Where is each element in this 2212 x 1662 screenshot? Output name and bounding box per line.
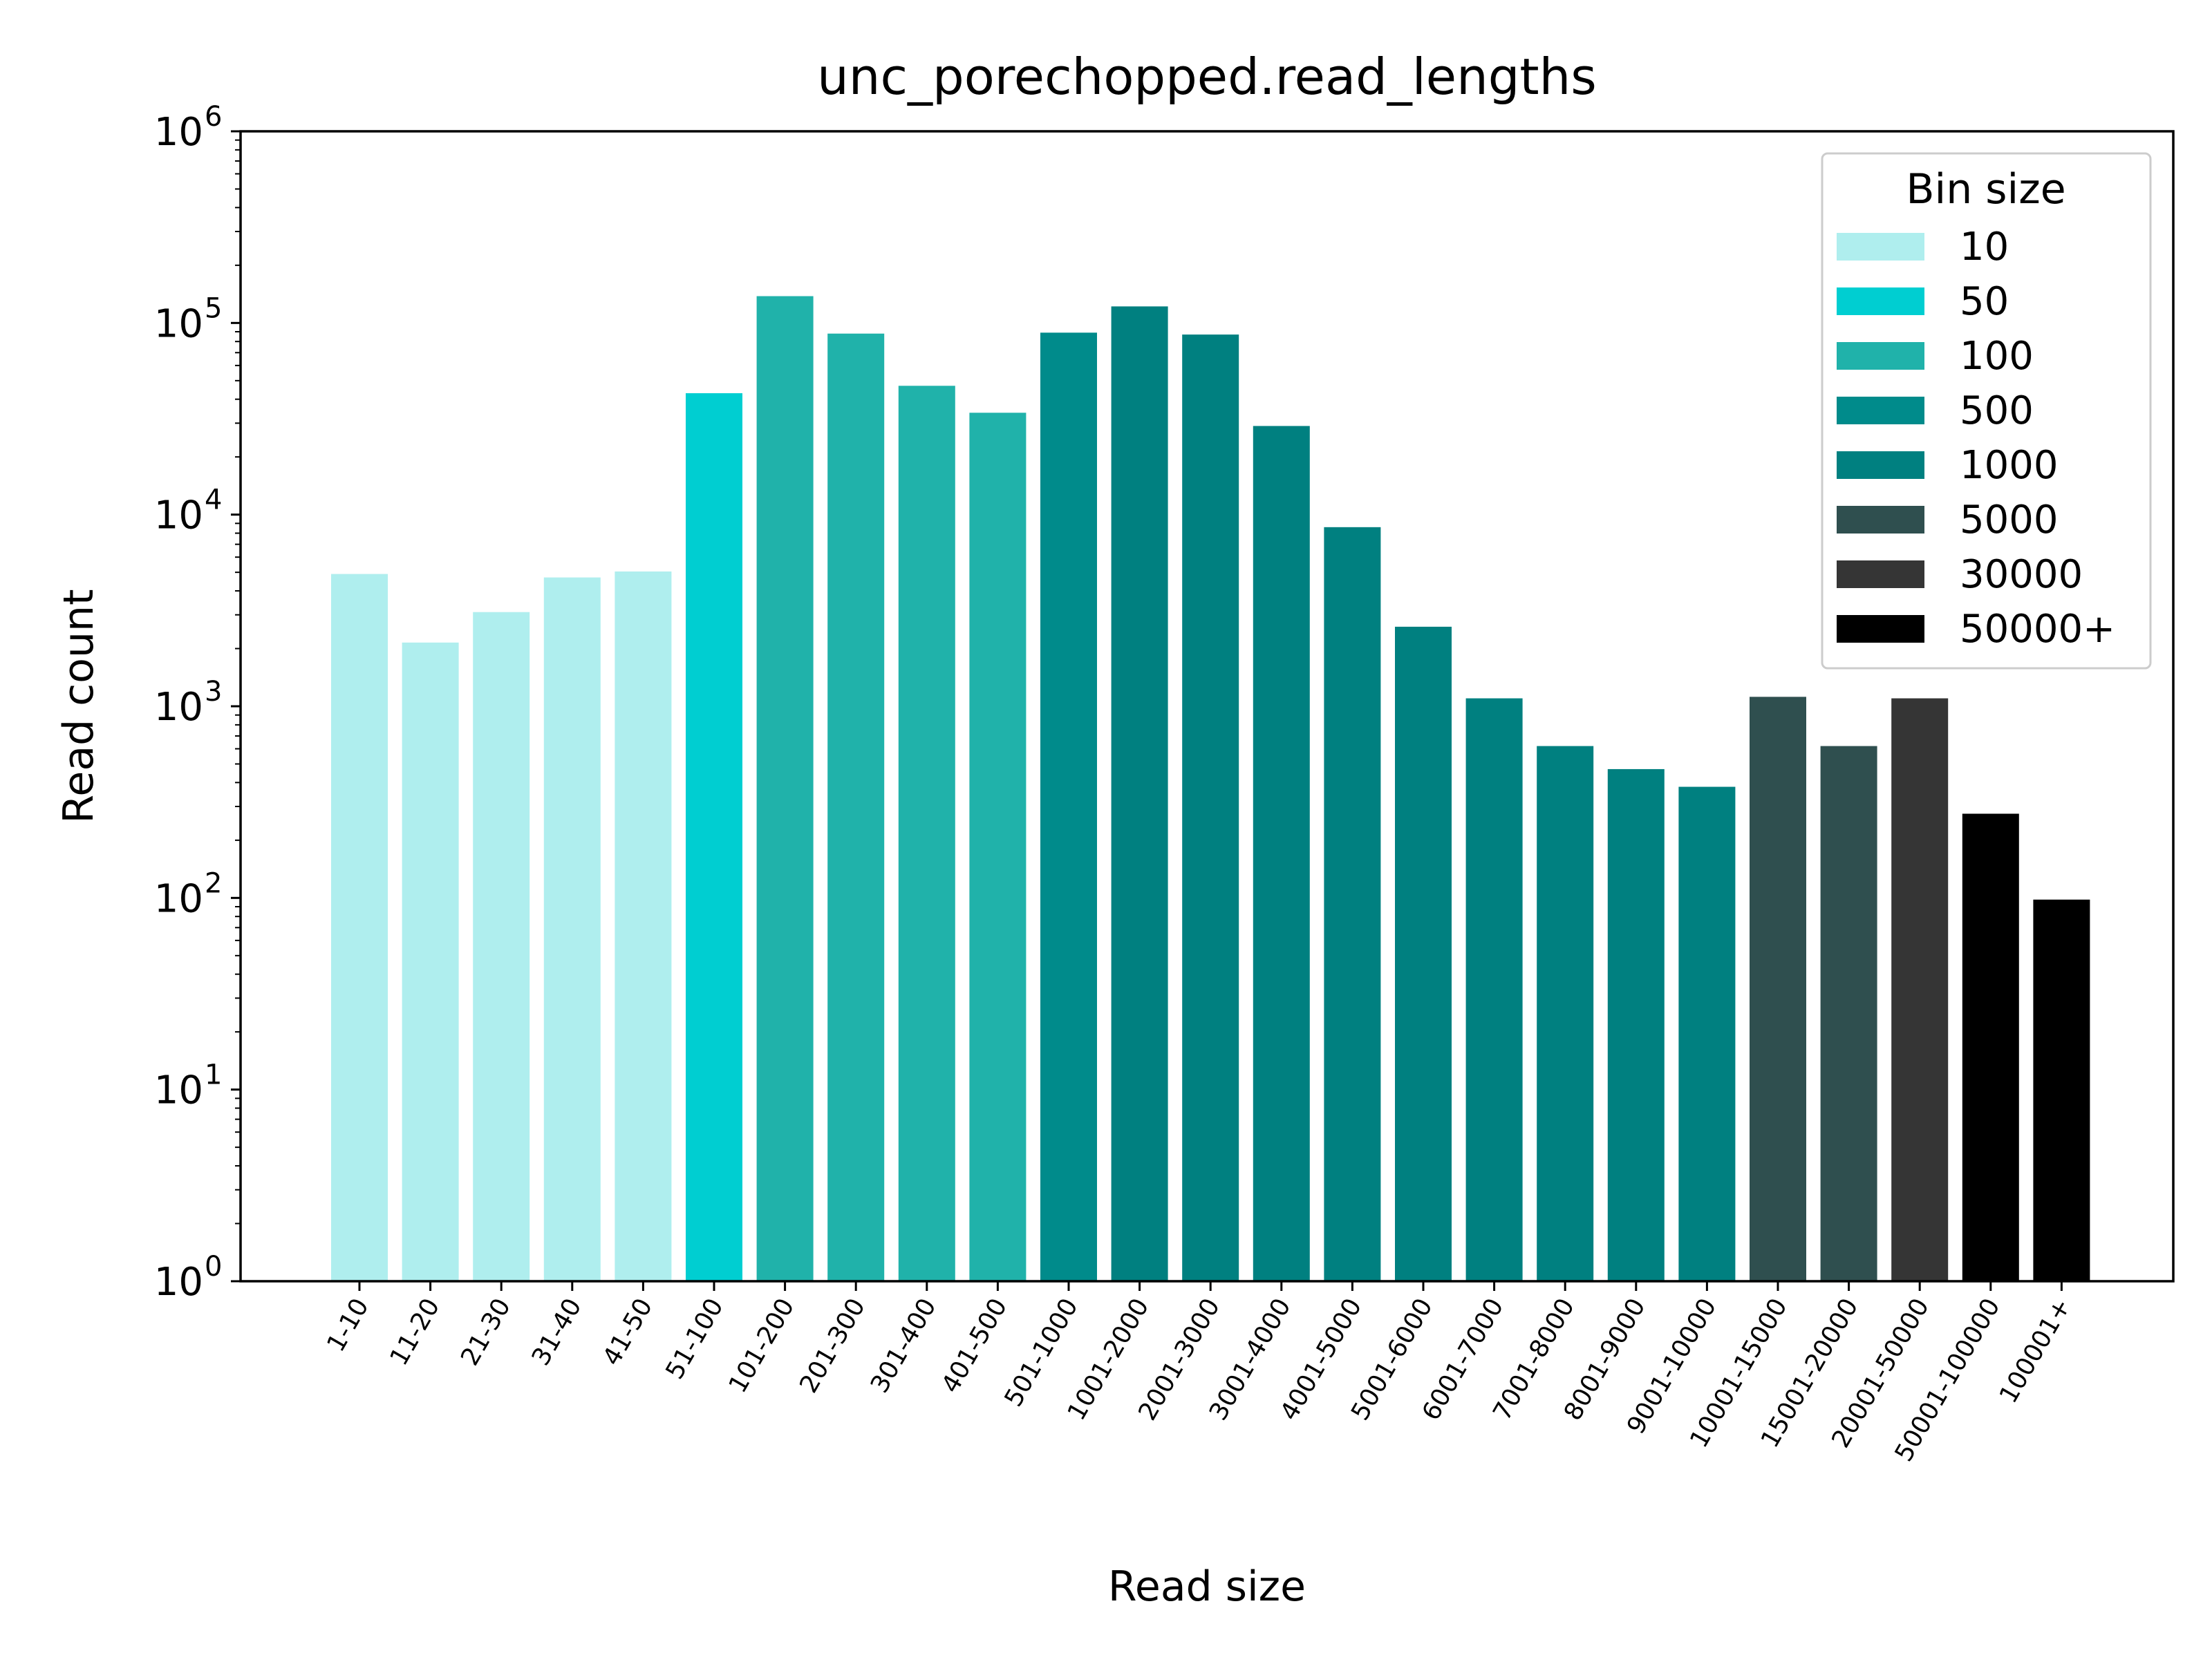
legend-title: Bin size — [1906, 165, 2065, 214]
x-tick-label: 401-500 — [936, 1294, 1013, 1398]
bar-51-100 — [686, 393, 742, 1281]
bar-50001-100000 — [1962, 813, 2019, 1281]
bars-group — [331, 296, 2090, 1282]
x-tick-label: 101-200 — [724, 1294, 800, 1398]
bar-100001+ — [2033, 899, 2090, 1281]
bar-1001-2000 — [1111, 306, 1168, 1282]
x-ticks-group: 1-10 11-20 21-30 31-40 41-50 51-100101-200201… — [321, 1281, 2077, 1466]
bar-3001-4000 — [1253, 426, 1310, 1282]
legend-items: 10 50 100 500 1000 5000 30000 50000+ — [1837, 225, 2115, 652]
bar-301-400 — [898, 386, 955, 1282]
x-tick-label: 11-20 — [385, 1294, 446, 1370]
bar-11-20 — [402, 642, 459, 1281]
legend-swatch-10 — [1837, 233, 1924, 261]
y-axis-label: Read count — [55, 589, 103, 823]
bar-6001-7000 — [1465, 698, 1523, 1281]
bar-9001-10000 — [1678, 786, 1736, 1281]
bar-31-40 — [543, 577, 601, 1281]
y-tick-exponent: 5 — [205, 292, 222, 324]
legend-label: 1000 — [1960, 443, 2059, 488]
x-tick-label: 1-10 — [321, 1294, 374, 1357]
bar-41-50 — [615, 571, 672, 1281]
x-tick-label: 21-30 — [456, 1294, 516, 1370]
bar-1-10 — [331, 574, 388, 1281]
legend-swatch-500 — [1837, 397, 1924, 424]
x-axis-label: Read size — [1108, 1562, 1306, 1611]
x-tick-label: 201-300 — [794, 1294, 871, 1398]
legend-label: 5000 — [1960, 498, 2059, 542]
chart-title: unc_porechopped.read_lengths — [817, 48, 1597, 106]
y-tick-exponent: 2 — [205, 867, 222, 899]
y-tick-exponent: 4 — [205, 484, 222, 516]
bar-101-200 — [756, 296, 814, 1282]
bar-20001-50000 — [1891, 698, 1949, 1281]
bar-4001-5000 — [1324, 527, 1381, 1281]
bar-10001-15000 — [1750, 697, 1806, 1281]
x-tick-label: 100001+ — [1994, 1294, 2077, 1408]
legend-swatch-100 — [1837, 342, 1924, 370]
bar-401-500 — [969, 413, 1027, 1282]
bar-2001-3000 — [1182, 334, 1239, 1281]
legend-label: 50000+ — [1960, 607, 2115, 652]
y-tick-exponent: 3 — [205, 676, 222, 708]
y-tick-label: 10 — [154, 1260, 203, 1305]
legend-frame — [1821, 152, 2152, 670]
x-tick-label: 31-40 — [527, 1294, 588, 1370]
y-tick-exponent: 1 — [205, 1059, 222, 1091]
legend-label: 30000 — [1960, 552, 2083, 597]
bar-7001-8000 — [1537, 746, 1594, 1281]
y-tick-label: 10 — [154, 685, 203, 730]
x-tick-label: 501-1000 — [1000, 1294, 1084, 1412]
legend-swatch-50 — [1837, 287, 1924, 315]
x-tick-label: 41-50 — [597, 1294, 658, 1370]
legend-swatch-30000 — [1837, 560, 1924, 588]
y-tick-label: 10 — [154, 876, 203, 921]
y-tick-exponent: 0 — [205, 1251, 222, 1283]
y-tick-label: 10 — [154, 301, 203, 346]
bar-5001-6000 — [1395, 626, 1452, 1281]
bar-8001-9000 — [1607, 768, 1665, 1281]
legend: Bin size 10 50 100 500 1000 5000 30000 50000+ — [1821, 152, 2152, 670]
bar-201-300 — [827, 333, 885, 1282]
y-tick-exponent: 6 — [205, 101, 222, 133]
legend-label: 10 — [1960, 225, 2009, 270]
y-tick-label: 10 — [154, 493, 203, 538]
legend-swatch-5000 — [1837, 506, 1924, 533]
plot-frame — [239, 130, 2175, 1283]
y-tick-label: 10 — [154, 110, 203, 155]
bar-15001-20000 — [1820, 746, 1877, 1281]
legend-label: 500 — [1960, 388, 2034, 433]
x-tick-label: 51-100 — [661, 1294, 729, 1384]
y-tick-label: 10 — [154, 1068, 203, 1113]
legend-swatch-1000 — [1837, 451, 1924, 479]
legend-label: 100 — [1960, 334, 2034, 379]
legend-swatch-50000+ — [1837, 615, 1924, 643]
x-tick-label: 301-400 — [865, 1294, 942, 1398]
bar-501-1000 — [1040, 332, 1097, 1282]
legend-label: 50 — [1960, 279, 2009, 324]
bar-21-30 — [473, 612, 530, 1281]
